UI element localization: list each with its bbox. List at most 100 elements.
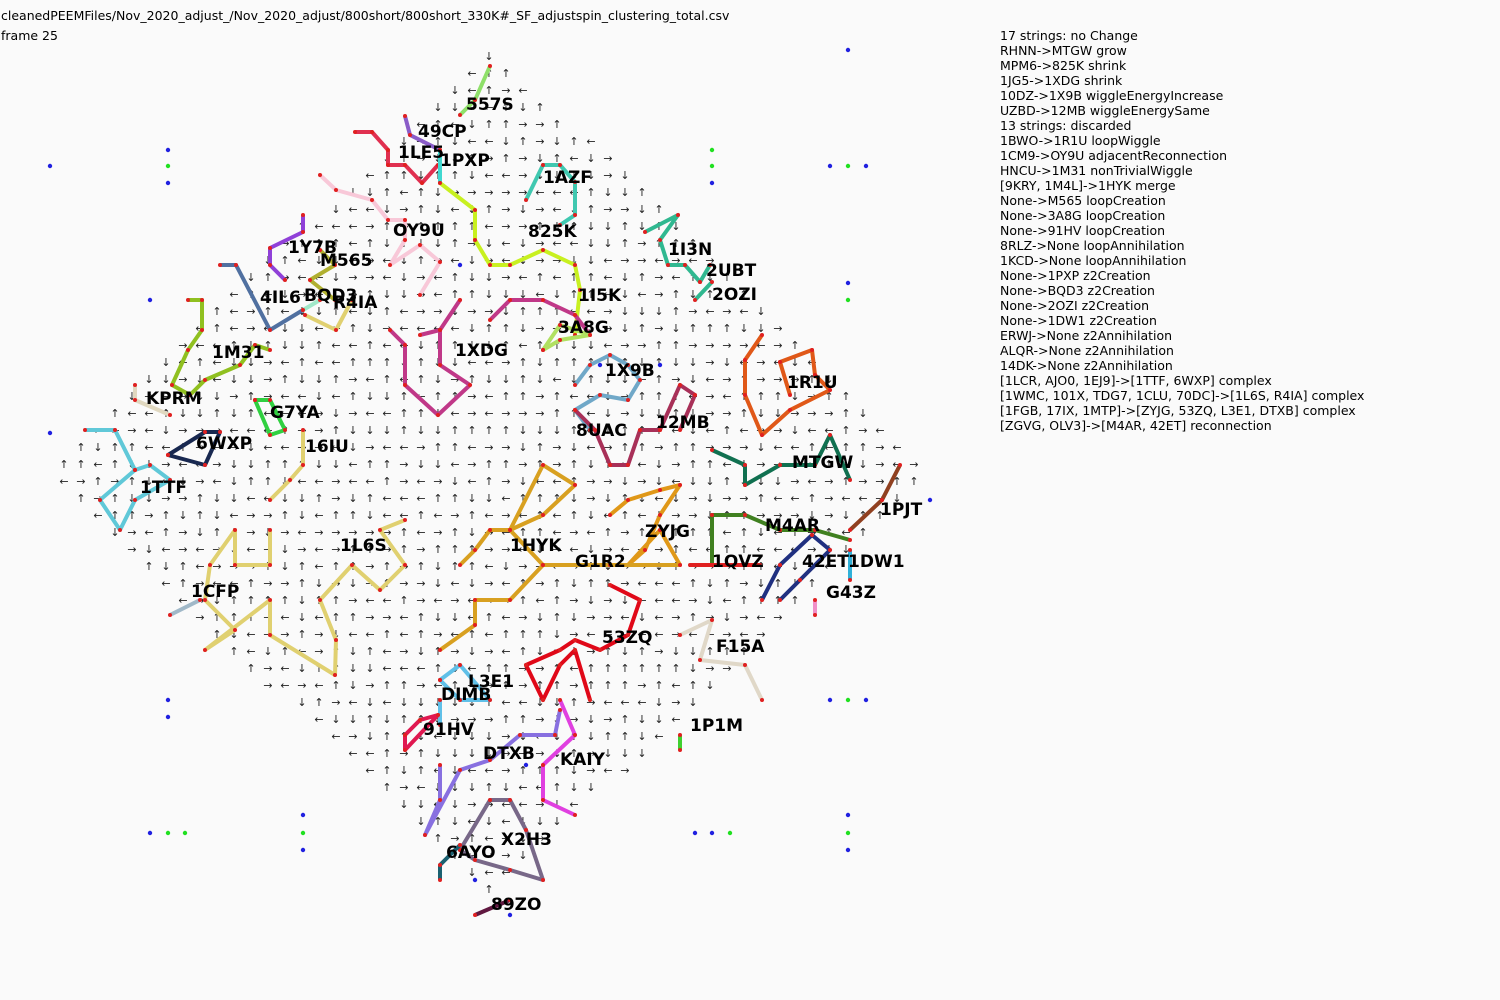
- spin-arrow: →: [637, 237, 646, 250]
- spin-arrow: →: [569, 594, 578, 607]
- spin-arrow: ↑: [722, 577, 731, 590]
- string-vertex: [541, 698, 545, 702]
- string-vertex: [438, 798, 442, 802]
- spin-arrow: ↓: [263, 645, 272, 658]
- spin-arrow: ↓: [654, 305, 663, 318]
- spin-arrow: ←: [416, 390, 425, 403]
- string-vertex: [268, 328, 272, 332]
- string-path-2ozi: [693, 280, 714, 302]
- spin-arrow: ↑: [433, 662, 442, 675]
- spin-arrow: ↓: [620, 373, 629, 386]
- event-log-line: [1FGB, 17IX, 1MTP]->[ZYJG, 53ZQ, L3E1, D…: [1000, 403, 1356, 418]
- spin-arrow: ↓: [569, 781, 578, 794]
- string-vertex: [436, 713, 440, 717]
- spin-arrow: →: [671, 628, 680, 641]
- spin-arrow: ↓: [654, 458, 663, 471]
- spin-arrow: ←: [450, 577, 459, 590]
- spin-arrow: ←: [552, 526, 561, 539]
- spin-arrow: ↓: [586, 237, 595, 250]
- spin-arrow: ↓: [603, 747, 612, 760]
- spin-arrow: ←: [824, 424, 833, 437]
- string-vertex: [813, 528, 817, 532]
- spin-arrow: ←: [212, 356, 221, 369]
- spin-arrow: ↑: [331, 237, 340, 250]
- spin-arrow: ↓: [467, 254, 476, 267]
- spin-arrow: ↓: [688, 662, 697, 675]
- string-vertex: [203, 378, 207, 382]
- spin-arrow: ↓: [518, 475, 527, 488]
- spin-arrow: →: [603, 322, 612, 335]
- spin-arrow: ←: [433, 679, 442, 692]
- string-vertex: [403, 163, 407, 167]
- string-vertex: [438, 878, 442, 882]
- spin-arrow: ↓: [671, 220, 680, 233]
- string-label: G7YA: [270, 403, 320, 423]
- event-log-line: [1LCR, AJO0, 1EJ9]->[1TTF, 6WXP] complex: [1000, 373, 1272, 388]
- string-vertex: [186, 298, 190, 302]
- spin-arrow: →: [535, 390, 544, 403]
- spin-arrow: →: [433, 628, 442, 641]
- spin-arrow: ↓: [501, 135, 510, 148]
- spin-arrow: →: [552, 458, 561, 471]
- spin-arrow: ↑: [246, 475, 255, 488]
- string-path-1l6s: [203, 518, 407, 677]
- spin-arrow: ←: [416, 118, 425, 131]
- spin-arrow: ←: [603, 764, 612, 777]
- spin-arrow: ←: [603, 628, 612, 641]
- spin-arrow: ↓: [416, 458, 425, 471]
- string-vertex: [268, 563, 272, 567]
- spin-arrow: ←: [246, 628, 255, 641]
- marker-dot: [709, 147, 715, 153]
- string-label: R4IA: [333, 293, 378, 313]
- spin-arrow: ←: [314, 356, 323, 369]
- spin-arrow: ←: [501, 611, 510, 624]
- spin-arrow: ←: [654, 628, 663, 641]
- spin-arrow: ↓: [382, 203, 391, 216]
- spin-arrow: ←: [399, 611, 408, 624]
- spin-arrow: →: [790, 407, 799, 420]
- string-vertex: [573, 213, 577, 217]
- string-vertex: [898, 463, 902, 467]
- spin-arrow: ↑: [382, 169, 391, 182]
- string-vertex: [438, 148, 442, 152]
- string-vertex: [283, 278, 287, 282]
- spin-arrow: ↑: [552, 764, 561, 777]
- spin-arrow: ↓: [603, 237, 612, 250]
- event-log-line: 17 strings: no Change: [1000, 28, 1138, 43]
- spin-arrow: ↑: [263, 475, 272, 488]
- spin-arrow: →: [535, 237, 544, 250]
- spin-arrow: →: [246, 322, 255, 335]
- spin-arrow: ↑: [518, 135, 527, 148]
- spin-arrow: ↑: [382, 730, 391, 743]
- spin-arrow: ↑: [671, 543, 680, 556]
- spin-arrow: ↑: [450, 288, 459, 301]
- marker-dot: [165, 147, 171, 153]
- spin-arrow: ↑: [467, 543, 476, 556]
- string-path-1cfp: [169, 598, 201, 617]
- marker-dot: [507, 912, 513, 918]
- spin-arrow: ↓: [382, 390, 391, 403]
- spin-arrow: ↑: [586, 271, 595, 284]
- string-path-2ubt: [698, 263, 712, 284]
- spin-arrow: ↑: [110, 441, 119, 454]
- event-log-line: UZBD->12MB wiggleEnergySame: [1000, 103, 1210, 118]
- spin-arrow: ↑: [382, 458, 391, 471]
- spin-arrow: ←: [365, 407, 374, 420]
- spin-arrow: ←: [756, 543, 765, 556]
- spin-arrow: ←: [688, 254, 697, 267]
- spin-arrow: ↑: [263, 458, 272, 471]
- spin-arrow: ←: [348, 305, 357, 318]
- string-vertex: [508, 598, 512, 602]
- spin-arrow: ↓: [144, 373, 153, 386]
- spin-arrow: ←: [501, 492, 510, 505]
- spin-arrow: →: [416, 152, 425, 165]
- string-vertex: [541, 878, 545, 882]
- spin-arrow: ↓: [586, 339, 595, 352]
- spin-arrow: ↑: [416, 203, 425, 216]
- spin-arrow: ↑: [722, 424, 731, 437]
- spin-arrow: ↑: [501, 628, 510, 641]
- spin-arrow: ↓: [416, 169, 425, 182]
- spin-arrow: →: [484, 441, 493, 454]
- spin-arrow: ←: [569, 662, 578, 675]
